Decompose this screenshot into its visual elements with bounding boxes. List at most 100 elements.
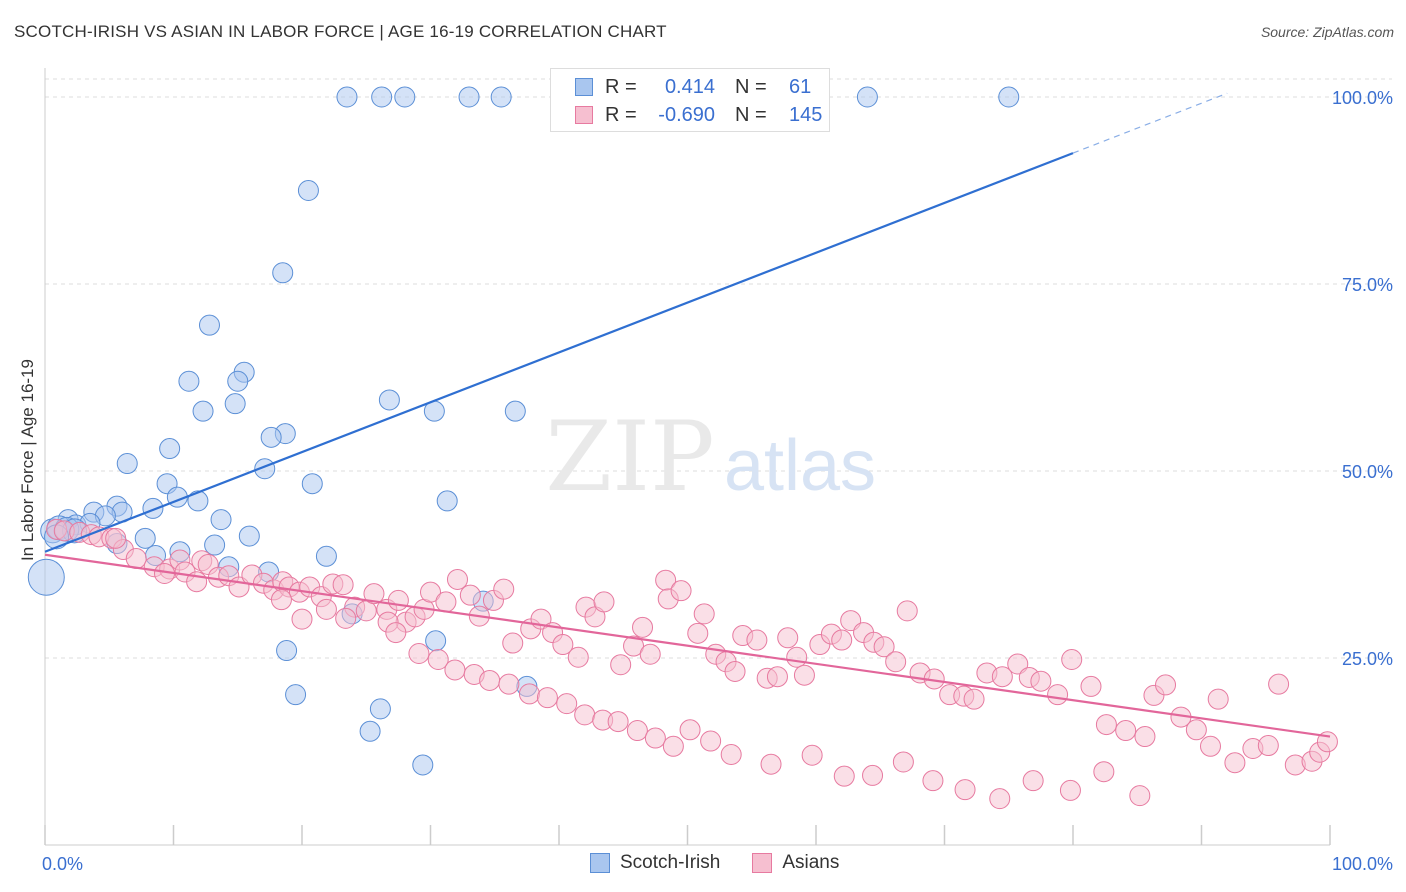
legend-r-label: R = [605, 75, 637, 98]
point-asians [623, 635, 645, 657]
legend-r-value: -0.690 [658, 103, 715, 126]
point-asians [644, 727, 666, 749]
point-asians [662, 735, 684, 757]
point-scotch-irish [238, 525, 260, 547]
series-asians [46, 518, 1338, 810]
point-asians [989, 788, 1011, 810]
point-scotch-irish [27, 558, 65, 596]
point-asians [922, 770, 944, 792]
legend-label-asians: Asians [782, 852, 840, 873]
point-asians [387, 589, 409, 611]
point-scotch-irish [412, 754, 434, 776]
point-asians [687, 622, 709, 644]
point-scotch-irish [297, 180, 319, 201]
point-asians [607, 711, 629, 733]
point-asians [498, 673, 520, 695]
series-legend: Scotch-Irish Asians [590, 852, 871, 874]
point-asians [1224, 752, 1246, 774]
point-asians [746, 629, 768, 651]
point-asians [427, 648, 449, 670]
point-scotch-irish [436, 490, 458, 512]
point-scotch-irish [210, 509, 232, 531]
y-tick-label: 50.0% [1342, 462, 1393, 482]
legend-label-scotch-irish: Scotch-Irish [620, 852, 721, 873]
trend-lines [44, 92, 1331, 738]
point-asians [954, 779, 976, 801]
point-scotch-irish [425, 630, 447, 652]
point-scotch-irish [224, 393, 246, 415]
correlation-legend: R = 0.414 N = 61 R = -0.690 N = 145 [550, 68, 830, 132]
point-asians [610, 654, 632, 676]
watermark-zip: ZIP [545, 401, 714, 513]
point-asians [1022, 770, 1044, 792]
point-scotch-irish [192, 400, 214, 422]
legend-swatch-scotch-irish [575, 78, 593, 96]
point-asians [793, 664, 815, 686]
point-scotch-irish [159, 438, 181, 460]
chart-title: SCOTCH-IRISH VS ASIAN IN LABOR FORCE | A… [14, 22, 667, 41]
point-asians [1059, 779, 1081, 801]
legend-row-asians: R = -0.690 N = 145 [551, 101, 822, 129]
tick-labels: 25.0% 50.0% 75.0% 100.0% 0.0% 100.0% [42, 88, 1393, 874]
trend-line-scotch-irish-extension [1072, 92, 1228, 154]
point-scotch-irish [490, 86, 512, 108]
trend-line-asians [44, 553, 1331, 738]
point-scotch-irish [260, 426, 282, 448]
point-asians [1268, 673, 1290, 695]
legend-item-scotch-irish[interactable]: Scotch-Irish [590, 852, 720, 874]
point-asians [552, 634, 574, 656]
point-asians [105, 527, 127, 549]
point-asians [446, 568, 468, 590]
point-asians [1134, 726, 1156, 748]
legend-item-asians[interactable]: Asians [752, 852, 839, 874]
point-asians [1047, 684, 1069, 706]
point-scotch-irish [285, 684, 307, 706]
y-axis-label: In Labor Force | Age 16-19 [18, 359, 37, 561]
legend-n-value: 145 [789, 103, 823, 126]
point-asians [1095, 714, 1117, 736]
point-scotch-irish [142, 497, 164, 519]
point-asians [556, 693, 578, 715]
point-scotch-irish [227, 370, 249, 392]
point-asians [1007, 653, 1029, 675]
point-asians [291, 608, 313, 630]
point-asians [786, 646, 808, 668]
point-asians [670, 580, 692, 602]
point-asians [1199, 735, 1221, 757]
point-asians [873, 636, 895, 658]
y-tick-label: 100.0% [1332, 88, 1393, 108]
point-asians [760, 753, 782, 775]
point-asians [639, 643, 661, 665]
watermark: ZIP atlas [545, 401, 876, 513]
point-asians [693, 603, 715, 625]
point-scotch-irish [394, 86, 416, 108]
legend-n-label: N = [735, 75, 767, 98]
point-scotch-irish [276, 640, 298, 662]
point-asians [385, 622, 407, 644]
point-asians [435, 591, 457, 613]
point-scotch-irish [301, 473, 323, 495]
point-asians [479, 669, 501, 691]
point-asians [459, 584, 481, 606]
point-asians [593, 591, 615, 613]
point-scotch-irish [272, 262, 294, 284]
legend-r-value: 0.414 [664, 75, 715, 98]
point-asians [408, 643, 430, 665]
point-asians [1207, 688, 1229, 710]
point-scotch-irish [204, 534, 226, 556]
point-scotch-irish [336, 86, 358, 108]
point-asians [777, 627, 799, 649]
point-asians [862, 764, 884, 786]
point-scotch-irish [359, 720, 381, 742]
point-scotch-irish [369, 698, 391, 720]
point-scotch-irish [315, 545, 337, 567]
legend-r-label: R = [605, 103, 637, 126]
watermark-atlas: atlas [724, 426, 876, 506]
point-scotch-irish [856, 86, 878, 108]
point-asians [1155, 674, 1177, 696]
point-asians [896, 600, 918, 622]
point-asians [332, 574, 354, 596]
axes [44, 68, 1331, 846]
point-asians [833, 765, 855, 787]
